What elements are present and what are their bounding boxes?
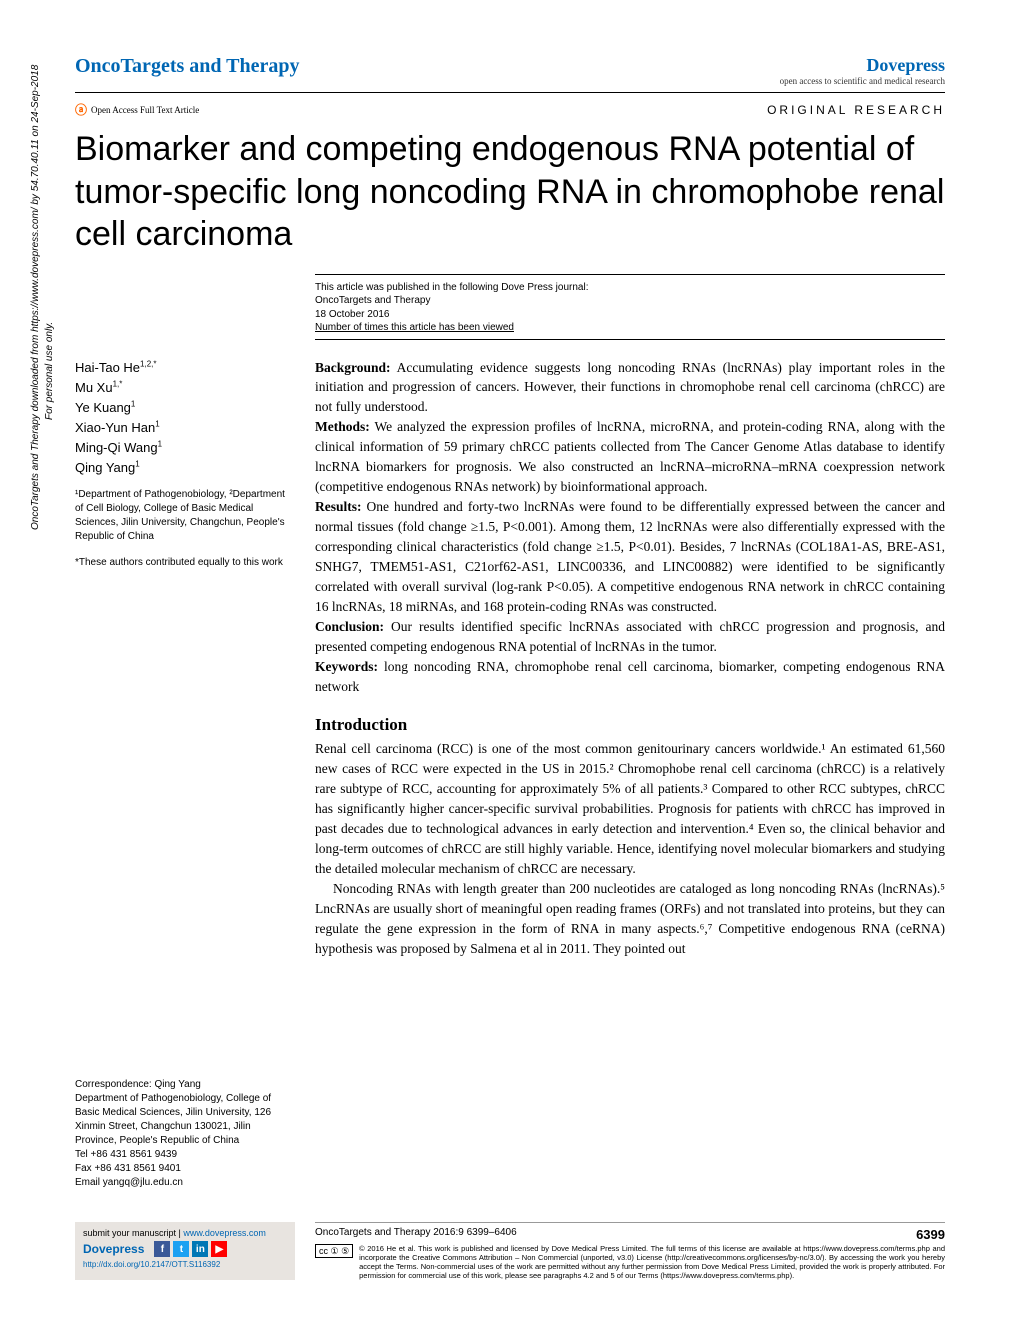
author-entry: Ming-Qi Wang1 <box>75 438 295 458</box>
pub-info-date: 18 October 2016 <box>315 308 945 322</box>
pub-info-journal: OncoTargets and Therapy <box>315 294 945 308</box>
author-entry: Mu Xu1,* <box>75 378 295 398</box>
open-access-block[interactable]: ⓐ Open Access Full Text Article <box>75 101 199 118</box>
correspondence-dept: Department of Pathogenobiology, College … <box>75 1092 295 1148</box>
page-number: 6399 <box>916 1227 945 1242</box>
correspondence-block: Correspondence: Qing Yang Department of … <box>75 1078 295 1190</box>
download-info-sidebar: OncoTargets and Therapy downloaded from … <box>30 65 41 530</box>
journal-name: OncoTargets and Therapy <box>75 55 299 78</box>
open-access-icon: ⓐ <box>75 101 87 118</box>
pub-info-line: This article was published in the follow… <box>315 281 945 295</box>
background-label: Background: <box>315 360 391 375</box>
methods-label: Methods: <box>315 419 370 434</box>
footer-publisher[interactable]: Dovepress <box>83 1242 144 1256</box>
intro-paragraph-1: Renal cell carcinoma (RCC) is one of the… <box>315 739 945 879</box>
abstract: Background: Accumulating evidence sugges… <box>315 358 945 697</box>
doi-link[interactable]: http://dx.doi.org/10.2147/OTT.S116392 <box>83 1260 287 1269</box>
methods-text: We analyzed the expression profiles of l… <box>315 419 945 494</box>
conclusion-label: Conclusion: <box>315 619 384 634</box>
publication-info-block: This article was published in the follow… <box>315 274 945 335</box>
intro-paragraph-2: Noncoding RNAs with length greater than … <box>315 879 945 959</box>
cc-badge-icon: cc ① ⑤ <box>315 1244 353 1258</box>
social-icons: f t in ▶ <box>154 1241 227 1257</box>
publisher-name[interactable]: Dovepress <box>780 55 945 76</box>
affiliation: ¹Department of Pathogenobiology, ²Depart… <box>75 488 295 544</box>
article-type: ORIGINAL RESEARCH <box>767 103 945 117</box>
license-text: © 2016 He et al. This work is published … <box>359 1244 945 1280</box>
footer-submit-block: submit your manuscript | www.dovepress.c… <box>75 1222 295 1280</box>
correspondence-fax: Fax +86 431 8561 9401 <box>75 1162 295 1176</box>
abstract-column: Background: Accumulating evidence sugges… <box>315 358 945 959</box>
author-entry: Ye Kuang1 <box>75 398 295 418</box>
introduction-heading: Introduction <box>315 715 945 735</box>
equal-contribution-note: *These authors contributed equally to th… <box>75 556 295 570</box>
view-count-link[interactable]: Number of times this article has been vi… <box>315 321 945 335</box>
article-title: Biomarker and competing endogenous RNA p… <box>75 128 945 256</box>
author-entry: Xiao-Yun Han1 <box>75 418 295 438</box>
linkedin-icon[interactable]: in <box>192 1241 208 1257</box>
author-entry: Qing Yang1 <box>75 458 295 478</box>
personal-use-sidebar: For personal use only. <box>44 322 55 420</box>
author-entry: Hai-Tao He1,2,* <box>75 358 295 378</box>
results-label: Results: <box>315 499 362 514</box>
meta-row: ⓐ Open Access Full Text Article ORIGINAL… <box>75 101 945 118</box>
main-content: Hai-Tao He1,2,*Mu Xu1,*Ye Kuang1Xiao-Yun… <box>75 358 945 959</box>
keywords-text: long noncoding RNA, chromophobe renal ce… <box>315 659 945 694</box>
footer-license-block: OncoTargets and Therapy 2016:9 6399–6406… <box>315 1222 945 1280</box>
correspondence-label: Correspondence: Qing Yang <box>75 1078 295 1092</box>
youtube-icon[interactable]: ▶ <box>211 1241 227 1257</box>
keywords-label: Keywords: <box>315 659 378 674</box>
facebook-icon[interactable]: f <box>154 1241 170 1257</box>
divider <box>315 339 945 340</box>
page-footer: submit your manuscript | www.dovepress.c… <box>75 1222 945 1280</box>
footer-citation: OncoTargets and Therapy 2016:9 6399–6406 <box>315 1227 517 1242</box>
correspondence-tel: Tel +86 431 8561 9439 <box>75 1148 295 1162</box>
background-text: Accumulating evidence suggests long nonc… <box>315 360 945 415</box>
conclusion-text: Our results identified specific lncRNAs … <box>315 619 945 654</box>
author-column: Hai-Tao He1,2,*Mu Xu1,*Ye Kuang1Xiao-Yun… <box>75 358 295 959</box>
page-header: OncoTargets and Therapy Dovepress open a… <box>75 55 945 93</box>
publisher-block: Dovepress open access to scientific and … <box>780 55 945 86</box>
open-access-label: Open Access Full Text Article <box>91 105 199 115</box>
twitter-icon[interactable]: t <box>173 1241 189 1257</box>
submit-url[interactable]: www.dovepress.com <box>183 1228 266 1238</box>
results-text: One hundred and forty-two lncRNAs were f… <box>315 499 945 614</box>
publisher-subtitle: open access to scientific and medical re… <box>780 76 945 86</box>
submit-label: submit your manuscript | <box>83 1228 183 1238</box>
correspondence-email[interactable]: Email yangq@jlu.edu.cn <box>75 1176 295 1190</box>
introduction-body: Renal cell carcinoma (RCC) is one of the… <box>315 739 945 959</box>
